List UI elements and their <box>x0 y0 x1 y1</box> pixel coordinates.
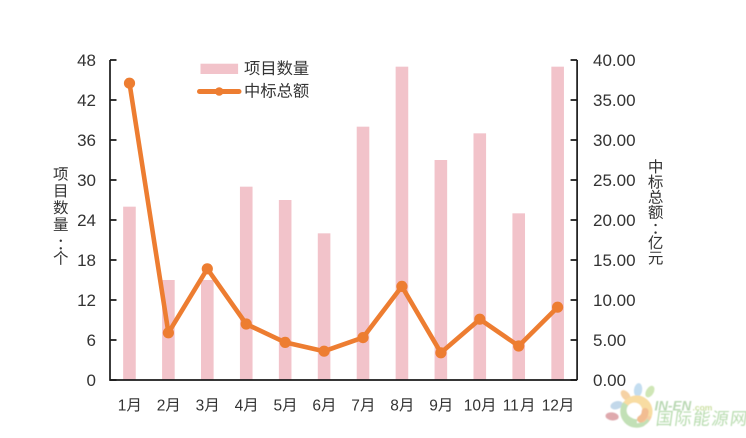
svg-text:IN-EN: IN-EN <box>655 398 692 413</box>
svg-text:40.00: 40.00 <box>593 51 636 70</box>
svg-text:30.00: 30.00 <box>593 131 636 150</box>
svg-text:18: 18 <box>77 251 96 270</box>
svg-text:24: 24 <box>77 211 96 230</box>
svg-text:10: 10 <box>464 397 482 414</box>
svg-text:7: 7 <box>351 397 360 414</box>
svg-text:10.00: 10.00 <box>593 291 636 310</box>
svg-text:15.00: 15.00 <box>593 251 636 270</box>
svg-text:9: 9 <box>429 397 438 414</box>
svg-text:5: 5 <box>274 397 283 414</box>
svg-text:.com: .com <box>693 402 713 412</box>
svg-text:12: 12 <box>542 397 559 414</box>
svg-text:42: 42 <box>77 91 96 110</box>
svg-text:4: 4 <box>235 397 244 414</box>
svg-text:30: 30 <box>77 171 96 190</box>
svg-text:0: 0 <box>87 371 96 390</box>
svg-text:8: 8 <box>390 397 399 414</box>
svg-text:25.00: 25.00 <box>593 171 636 190</box>
svg-text:11: 11 <box>503 397 519 414</box>
svg-text:35.00: 35.00 <box>593 91 636 110</box>
svg-text:2: 2 <box>157 397 166 414</box>
svg-text:1: 1 <box>118 397 127 414</box>
svg-text:12: 12 <box>77 291 96 310</box>
svg-text:6: 6 <box>87 331 96 350</box>
svg-text:6: 6 <box>312 397 321 414</box>
svg-text:0.00: 0.00 <box>593 371 626 390</box>
svg-text:5.00: 5.00 <box>593 331 626 350</box>
svg-text:48: 48 <box>77 51 96 70</box>
svg-text:3: 3 <box>196 397 205 414</box>
svg-text:20.00: 20.00 <box>593 211 636 230</box>
svg-text:36: 36 <box>77 131 96 150</box>
